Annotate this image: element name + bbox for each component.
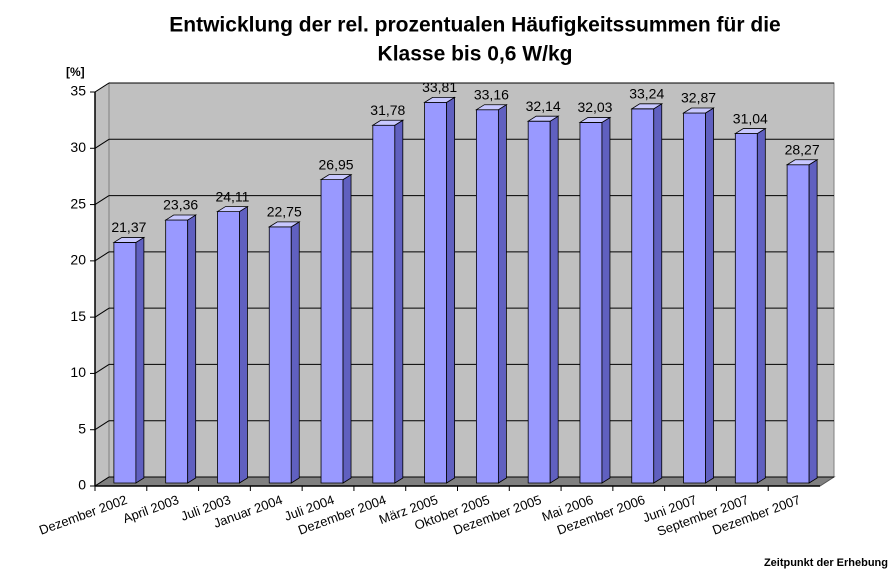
bar-side [394,119,404,484]
bar [578,116,612,484]
value-label: 31,04 [733,110,768,126]
grid-line [94,195,110,205]
value-label: 33,16 [474,86,509,102]
y-tick-label: 10 [70,364,86,380]
bar-top [112,237,146,243]
y-tick-label: 25 [70,195,86,211]
grid-line [94,138,110,149]
bar-side [135,236,145,484]
bar [474,103,508,484]
bar [785,159,819,484]
value-label: 21,37 [111,219,146,235]
bar [423,96,457,484]
y-tick-label: 15 [70,308,86,324]
grid-line [94,82,110,93]
bar-front [320,179,344,484]
grid-line [94,420,110,431]
bar-front [475,109,499,484]
bar-side [808,159,818,484]
value-label: 32,87 [681,90,716,106]
floor [93,476,836,487]
value-label: 22,75 [267,204,302,220]
bar-top [216,206,249,212]
bar-front [631,108,655,484]
bar-top [267,221,301,228]
bar-top [785,159,819,166]
bar-front [683,112,706,484]
bar [630,103,664,484]
bar [526,115,560,484]
y-tick-label: 30 [70,139,86,155]
bar-top [682,107,715,114]
bar-top [371,119,405,126]
bar-side [342,173,352,484]
bar-top [423,96,457,103]
chart-title: Klasse bis 0,6 W/kg [378,43,573,66]
value-label: 33,24 [629,86,664,102]
bar-side [549,115,559,484]
bar-side [187,214,197,484]
x-axis-label: Zeitpunkt der Erhebung [764,557,888,569]
bar-front [579,122,603,484]
x-tick-label: Dezember 2002 [37,492,129,538]
bar-front [165,219,189,484]
chart-title: Entwicklung der rel. prozentualen Häufig… [169,14,780,37]
value-label: 24,11 [215,188,249,204]
value-label: 33,81 [422,79,457,95]
y-tick-label: 35 [70,83,86,99]
bar [216,205,249,484]
value-label: 28,27 [785,141,820,157]
value-label: 26,95 [319,156,354,172]
bar-side [446,96,456,484]
bar-top [526,115,560,122]
y-tick-label: 20 [70,252,86,268]
value-label: 31,78 [370,102,405,118]
bar-top [164,214,198,221]
bar [319,173,353,484]
bar-side [239,205,248,484]
value-label: 23,36 [163,197,198,213]
bar [164,214,198,484]
bar-front [113,242,137,484]
bar-top [578,117,612,123]
bar [682,107,715,484]
bar-side [705,107,714,484]
grid-line [94,476,110,487]
bar-side [497,103,507,484]
bar-front [268,226,292,484]
bar [267,221,301,484]
bar [733,127,767,484]
bar-side [290,221,300,484]
value-label: 32,14 [526,98,561,114]
bar-top [319,174,353,181]
bar [371,119,405,484]
bar-top [630,103,664,110]
bar-front [786,164,810,484]
bar-top [733,128,767,134]
grid-line [94,364,110,374]
bar-front [217,211,240,484]
value-label: 32,03 [577,99,612,115]
bar-front [372,124,396,484]
bar-front [734,133,758,484]
bar-top [474,104,508,111]
bar [112,236,146,484]
bar-side [601,116,611,484]
bar-front [424,101,448,484]
y-tick-label: 5 [78,420,86,436]
grid-line [94,251,110,262]
bar-front [527,120,551,484]
y-tick-label: 0 [78,477,86,493]
y-axis-label: [%] [66,65,85,79]
x-tick-label: April 2003 [121,492,181,526]
grid-line [94,307,110,318]
bar-side [756,127,766,484]
bar-side [653,103,663,484]
